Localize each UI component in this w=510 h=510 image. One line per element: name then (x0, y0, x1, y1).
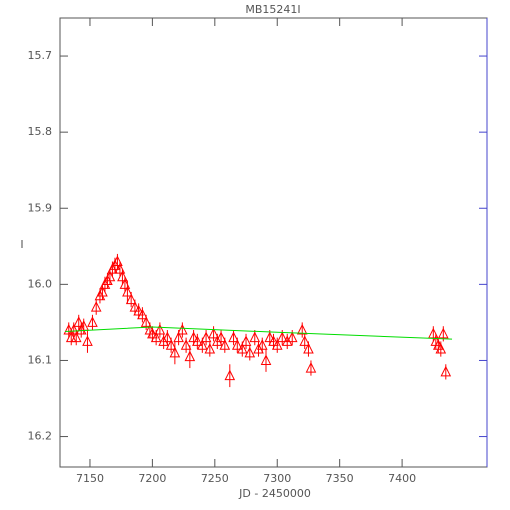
data-point (231, 339, 243, 350)
data-point (197, 339, 208, 350)
data-point (140, 316, 152, 327)
data-point (192, 335, 203, 346)
data-point (158, 335, 169, 346)
data-point (215, 331, 227, 343)
data-point (244, 346, 256, 358)
data-point (147, 327, 158, 339)
data-point (253, 342, 264, 354)
x-tick-label: 7250 (201, 472, 229, 485)
data-point (286, 331, 298, 343)
data-point (303, 342, 314, 354)
data-point (281, 335, 293, 346)
data-point (256, 339, 268, 350)
model-line (64, 326, 453, 340)
data-point (137, 308, 148, 320)
data-point (180, 339, 192, 350)
y-tick-label: 15.8 (28, 125, 53, 138)
data-point (173, 331, 184, 343)
data-point (435, 342, 447, 354)
data-point (264, 331, 276, 343)
data-point (70, 331, 82, 343)
data-point (162, 331, 173, 343)
y-tick-label: 16.2 (28, 430, 53, 443)
data-point (271, 339, 283, 350)
data-point (87, 316, 98, 327)
data-point (82, 335, 93, 346)
plot-frame (59, 17, 488, 468)
y-tick-label: 16.0 (28, 277, 53, 290)
data-point (154, 323, 166, 335)
data-point (177, 323, 188, 335)
data-point (122, 285, 133, 297)
y-axis-label: I (20, 238, 23, 251)
data-point (188, 331, 199, 343)
data-point (228, 331, 239, 343)
data-point (236, 342, 248, 354)
x-axis-label: JD - 2450000 (238, 487, 311, 500)
x-tick-label: 7350 (326, 472, 354, 485)
data-point (184, 350, 196, 362)
data-point (299, 335, 311, 346)
data-point (440, 365, 452, 377)
data-point (112, 255, 123, 267)
data-point (305, 361, 317, 373)
x-tick-label: 7150 (76, 472, 104, 485)
data-point (114, 263, 126, 274)
data-point (90, 301, 102, 312)
data-point (133, 304, 144, 316)
data-point (296, 323, 308, 335)
data-point (276, 331, 288, 343)
data-point (129, 301, 141, 312)
data-point (240, 335, 252, 346)
data-point (249, 331, 261, 343)
data-point (165, 339, 177, 350)
data-point (208, 327, 219, 339)
data-point (117, 270, 128, 282)
data-point (224, 369, 236, 381)
data-point (68, 323, 80, 335)
data-point (125, 293, 137, 305)
data-point (268, 335, 279, 346)
x-tick-label: 7200 (138, 472, 166, 485)
x-tick-label: 7400 (388, 472, 416, 485)
data-point (169, 346, 181, 358)
y-tick-label: 16.1 (28, 353, 53, 366)
x-tick-label: 7300 (263, 472, 291, 485)
data-point (204, 342, 216, 354)
data-point (437, 327, 449, 339)
data-point (219, 339, 231, 350)
data-point (260, 354, 272, 365)
data-point (200, 331, 212, 343)
data-point (212, 335, 223, 346)
y-tick-label: 15.9 (28, 201, 53, 214)
data-point (73, 316, 85, 327)
data-point (150, 331, 162, 343)
y-tick-label: 15.7 (28, 49, 53, 62)
chart-title: MB15241I (245, 3, 300, 16)
data-point (428, 327, 439, 339)
